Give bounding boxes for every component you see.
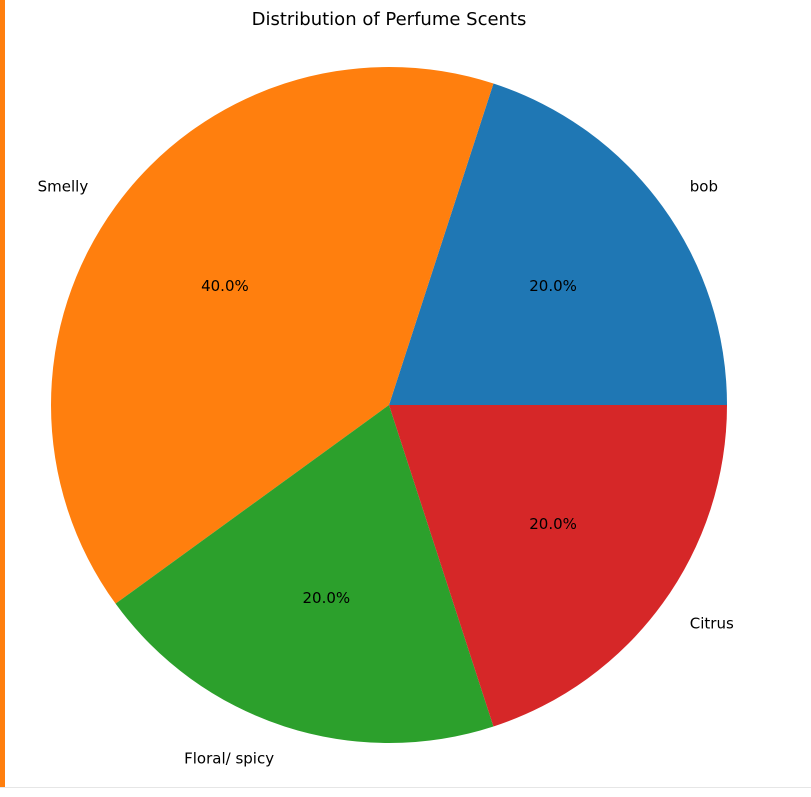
chart-title: Distribution of Perfume Scents: [252, 9, 527, 30]
pie-slice-floral-spicy: [115, 405, 494, 743]
percent-label-smelly: 40.0%: [201, 277, 249, 295]
left-accent-bar: [0, 0, 5, 787]
pie-slice-citrus: [389, 405, 727, 727]
slice-label-floral-spicy: Floral/ spicy: [184, 750, 274, 768]
pie-slice-bob: [389, 83, 727, 405]
pie-labels: bob 20.0% Smelly 40.0% Floral/ spicy 20.0% Cit…: [38, 177, 734, 767]
percent-label-floral-spicy: 20.0%: [303, 589, 351, 607]
slice-label-smelly: Smelly: [38, 177, 89, 195]
percent-label-citrus: 20.0%: [529, 515, 577, 533]
percent-label-bob: 20.0%: [529, 277, 577, 295]
slice-label-bob: bob: [690, 177, 718, 195]
pie-slices: [50, 66, 727, 743]
bottom-divider: [0, 787, 811, 788]
pie-slice-smelly: [50, 66, 494, 604]
slice-label-citrus: Citrus: [690, 615, 734, 633]
